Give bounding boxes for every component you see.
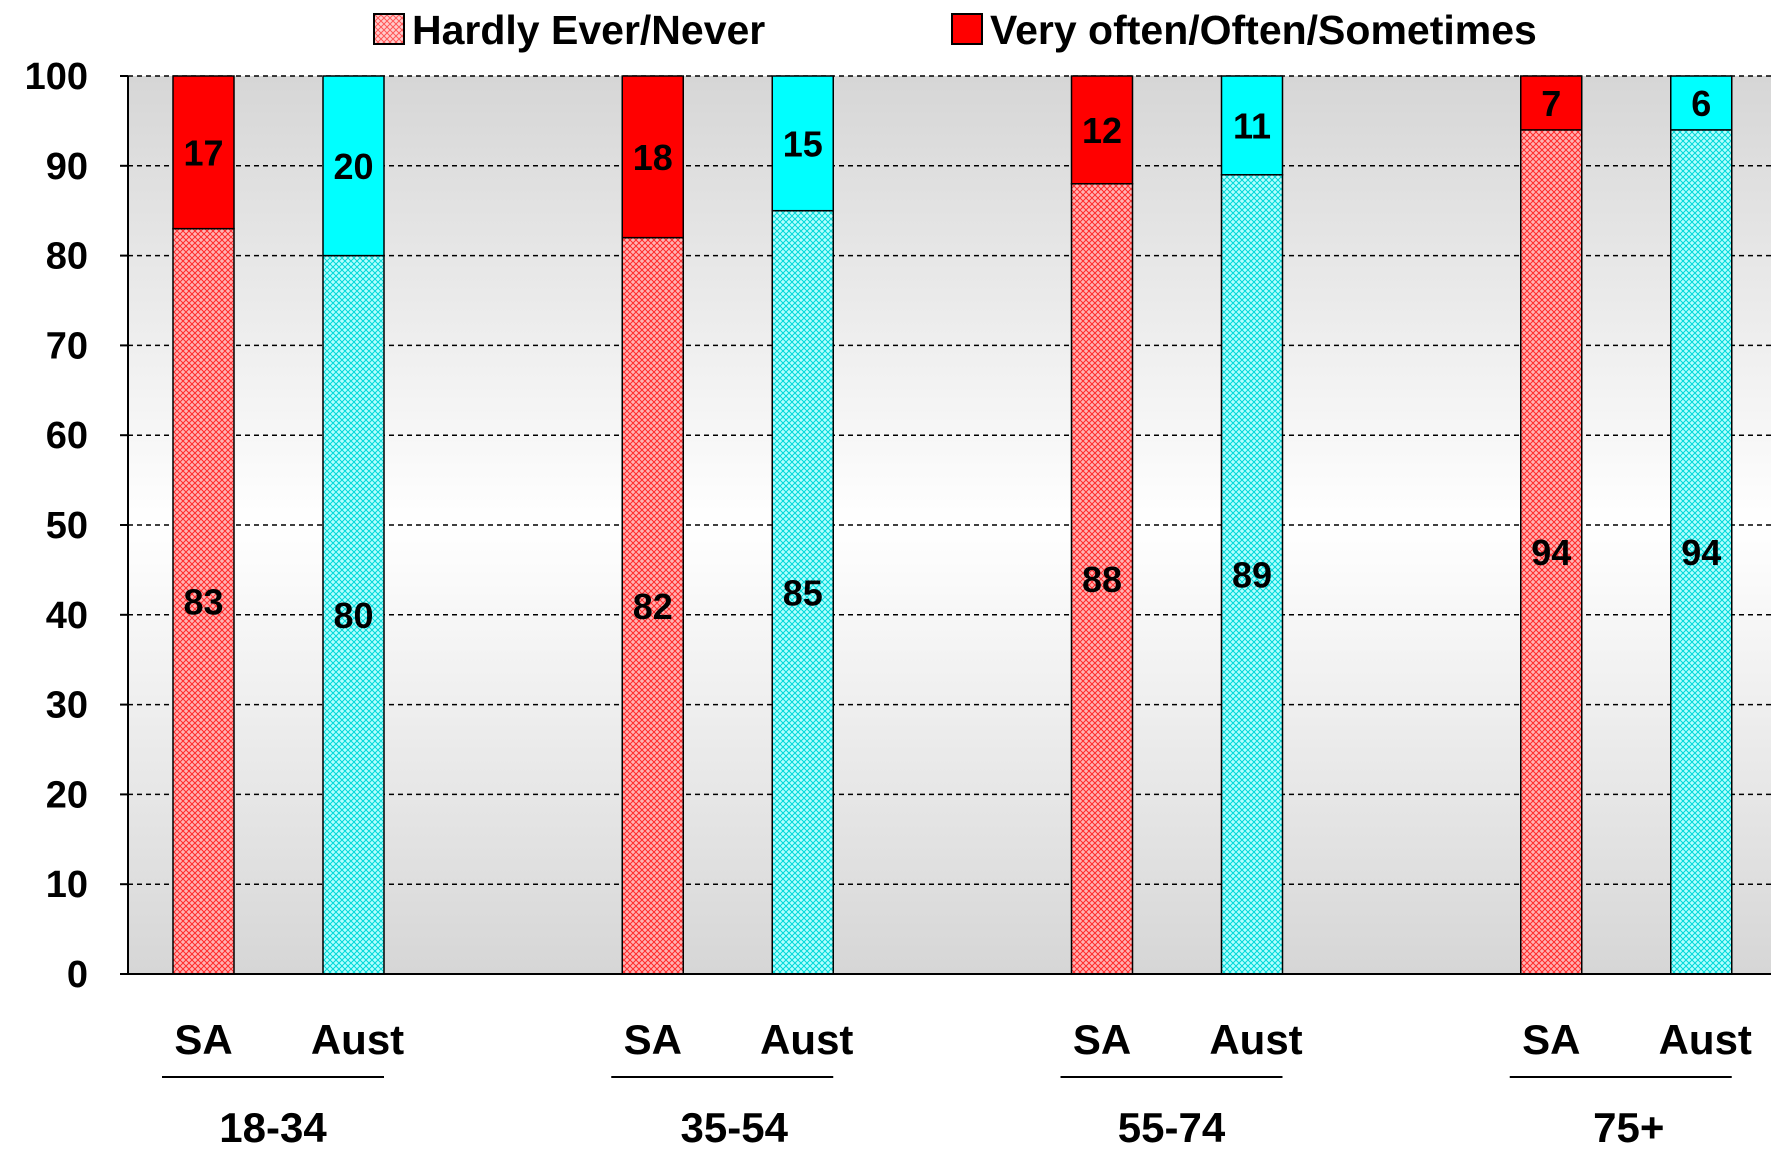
data-label-very-often-18-34-sa: 17: [183, 132, 223, 173]
data-label-very-often-55-74-aust: 11: [1233, 105, 1271, 146]
bar-very-often-35-54-sa: [621, 75, 684, 239]
x-bar-label-55-74-aust: Aust: [1209, 1016, 1302, 1063]
y-tick-label-40: 40: [46, 595, 88, 637]
bar-very-often-55-74-aust: [1220, 75, 1284, 176]
bar-hardly-ever-55-74-aust: [1220, 174, 1284, 975]
x-bar-label-18-34-sa: SA: [174, 1016, 232, 1063]
gridlines: [128, 75, 1771, 885]
data-label-hardly-ever-75plus-aust: 94: [1681, 532, 1721, 573]
y-tick-label-80: 80: [46, 236, 88, 278]
bar-very-often-18-34-sa: [172, 75, 235, 230]
data-label-hardly-ever-18-34-aust: 80: [333, 595, 373, 636]
y-tick-label-0: 0: [67, 954, 88, 996]
data-label-very-often-18-34-aust: 20: [333, 146, 373, 187]
bar-hardly-ever-35-54-aust: [771, 209, 834, 975]
bars: 83 17 80 20 82 18 85 15 88 12 89 11 94 7 94 6: [172, 75, 1733, 975]
x-bar-label-75plus-sa: SA: [1522, 1016, 1580, 1063]
bar-very-often-35-54-aust: [771, 75, 834, 212]
x-bar-label-35-54-sa: SA: [624, 1016, 682, 1063]
bar-hardly-ever-18-34-aust: [322, 254, 385, 975]
data-label-very-often-75plus-aust: 6: [1691, 83, 1711, 124]
legend-swatch-very-often: [951, 13, 983, 45]
x-bar-label-75plus-aust: Aust: [1659, 1016, 1752, 1063]
data-label-hardly-ever-55-74-sa: 88: [1082, 559, 1122, 600]
bar-very-often-55-74-sa: [1070, 75, 1134, 185]
legend-swatch-hardly-ever: [373, 13, 405, 45]
y-tick-label-60: 60: [46, 415, 88, 457]
y-tick-label-70: 70: [46, 325, 88, 367]
bar-very-often-75plus-sa: [1520, 75, 1583, 131]
data-label-hardly-ever-55-74-aust: 89: [1232, 554, 1272, 595]
y-tick-labels: 0 10 20 30 40 50 60 70 80 90 100: [25, 56, 128, 996]
y-tick-label-90: 90: [46, 146, 88, 188]
bar-hardly-ever-35-54-sa: [621, 236, 684, 975]
x-bar-label-55-74-sa: SA: [1073, 1016, 1131, 1063]
bar-hardly-ever-55-74-sa: [1070, 183, 1134, 975]
bar-very-often-18-34-aust: [322, 75, 385, 257]
x-group-label-18-34: 18-34: [219, 1104, 327, 1151]
y-tick-label-10: 10: [46, 864, 88, 906]
data-label-hardly-ever-75plus-sa: 94: [1531, 532, 1571, 573]
x-group-label-55-74: 55-74: [1118, 1104, 1226, 1151]
legend: Hardly Ever/Never Very often/Often/Somet…: [373, 7, 1537, 53]
x-bar-label-35-54-aust: Aust: [760, 1016, 853, 1063]
legend-label-hardly-ever: Hardly Ever/Never: [412, 7, 765, 53]
data-label-hardly-ever-18-34-sa: 83: [183, 581, 223, 622]
bar-hardly-ever-75plus-sa: [1520, 129, 1583, 975]
x-group-label-35-54: 35-54: [681, 1104, 789, 1151]
bar-very-often-75plus-aust: [1670, 75, 1733, 131]
data-label-very-often-35-54-aust: 15: [783, 123, 823, 164]
data-label-hardly-ever-35-54-aust: 85: [783, 572, 823, 613]
data-label-very-often-55-74-sa: 12: [1082, 110, 1122, 151]
legend-label-very-often: Very often/Often/Sometimes: [990, 7, 1537, 53]
data-label-very-often-75plus-sa: 7: [1541, 83, 1561, 124]
y-tick-label-50: 50: [46, 505, 88, 547]
data-label-hardly-ever-35-54-sa: 82: [633, 586, 673, 627]
y-tick-label-100: 100: [25, 56, 88, 98]
x-group-label-75plus: 75+: [1593, 1104, 1664, 1151]
x-bar-label-18-34-aust: Aust: [311, 1016, 404, 1063]
data-label-very-often-35-54-sa: 18: [633, 137, 673, 178]
bar-hardly-ever-18-34-sa: [172, 227, 235, 975]
x-labels: SA Aust 18-34 SA Aust 35-54 SA Aust 55-74 SA Aust 7…: [162, 1016, 1752, 1151]
y-tick-label-20: 20: [46, 774, 88, 816]
y-tick-label-30: 30: [46, 685, 88, 727]
bar-hardly-ever-75plus-aust: [1670, 129, 1733, 975]
